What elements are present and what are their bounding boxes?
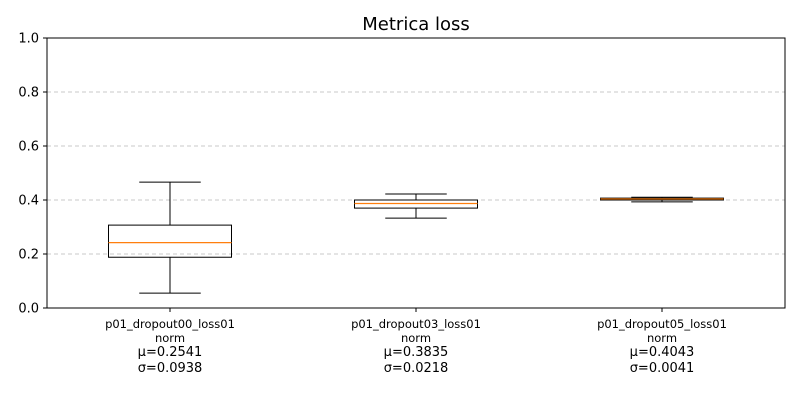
box xyxy=(108,224,232,258)
x-tick-label: p01_dropout03_loss01 xyxy=(351,317,481,331)
box-group xyxy=(600,196,724,203)
x-tick-label: p01_dropout05_loss01 xyxy=(597,317,727,331)
mean-label: μ=0.4043 xyxy=(630,345,695,360)
x-tick-sublabel: norm xyxy=(401,331,431,345)
y-tick-label: 0.4 xyxy=(18,194,39,209)
y-tick-label: 0.6 xyxy=(18,140,39,155)
y-tick-label: 1.0 xyxy=(18,32,39,47)
x-tick-sublabel: norm xyxy=(647,331,677,345)
box-group xyxy=(108,181,232,294)
boxes xyxy=(108,181,724,294)
mean-label: μ=0.2541 xyxy=(138,345,203,360)
x-tick-label: p01_dropout00_loss01 xyxy=(105,317,235,331)
mean-label: μ=0.3835 xyxy=(384,345,449,360)
x-tick-sublabel: norm xyxy=(155,331,185,345)
y-tick-label: 0.2 xyxy=(18,248,39,263)
std-label: σ=0.0938 xyxy=(138,361,203,376)
y-tick-label: 0.8 xyxy=(18,86,39,101)
box-group xyxy=(354,193,478,219)
x-axis: p01_dropout00_loss01normμ=0.2541σ=0.0938… xyxy=(105,308,727,376)
plot-frame xyxy=(46,37,786,309)
chart-title: Metrica loss xyxy=(362,14,469,35)
y-axis: 0.0 0.2 0.4 0.6 0.8 1.0 xyxy=(18,32,47,317)
grid-lines xyxy=(47,91,785,255)
y-tick-label: 0.0 xyxy=(18,302,39,317)
std-label: σ=0.0041 xyxy=(630,361,695,376)
std-label: σ=0.0218 xyxy=(384,361,449,376)
